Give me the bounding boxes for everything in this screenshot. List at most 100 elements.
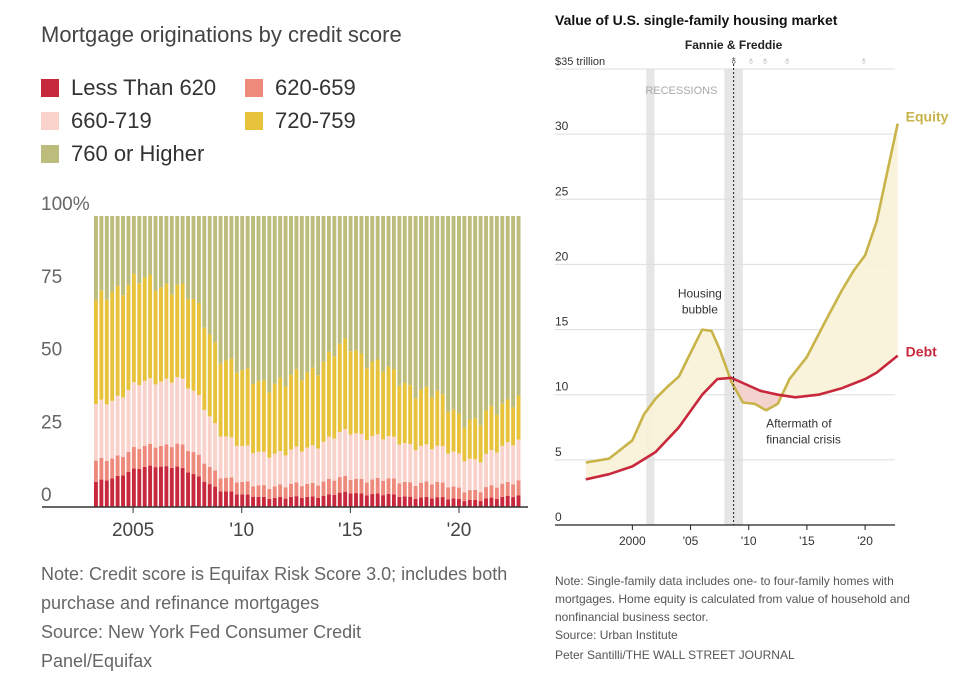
map-pin-icon: ♁ xyxy=(860,55,868,67)
fannie-freddie-label: Fannie & Freddie xyxy=(685,38,783,52)
bar-segment xyxy=(316,375,321,449)
bar-segment xyxy=(446,411,451,454)
bar-segment xyxy=(478,462,483,493)
bar-segment xyxy=(359,433,364,479)
bar-segment xyxy=(137,468,142,507)
bar-segment xyxy=(381,216,386,372)
legend-item-760-plus: 760 or Higher xyxy=(41,141,204,167)
bar-segment xyxy=(467,458,472,491)
bar-segment xyxy=(289,216,293,375)
left-notes: Note: Credit score is Equifax Risk Score… xyxy=(41,560,521,676)
bar-segment xyxy=(310,445,315,483)
bar-segment xyxy=(359,478,364,494)
bar-segment xyxy=(126,451,131,472)
bar-segment xyxy=(159,466,163,507)
bar-segment xyxy=(224,477,228,492)
bar-segment xyxy=(110,458,115,479)
y-tick-label: 10 xyxy=(555,380,569,394)
x-tick-label: '20 xyxy=(447,520,472,541)
bar-segment xyxy=(446,487,451,500)
bar-segment xyxy=(354,350,358,434)
bar-segment xyxy=(413,450,418,486)
bar-segment xyxy=(321,441,326,482)
y-tick-label: 0 xyxy=(555,510,562,524)
bar-segment xyxy=(440,446,445,483)
bar-segment xyxy=(337,492,342,507)
bar-segment xyxy=(478,501,483,507)
bar-segment xyxy=(354,433,358,479)
bar-segment xyxy=(110,216,115,293)
bar-segment xyxy=(299,486,304,499)
bar-segment xyxy=(272,453,277,487)
bar-segment xyxy=(375,216,380,360)
equity-line xyxy=(585,123,899,464)
bar-segment xyxy=(484,487,488,499)
bar-segment xyxy=(261,485,266,497)
bar-segment xyxy=(321,216,326,362)
legend-label: 720-759 xyxy=(275,108,356,133)
bar-segment xyxy=(240,481,245,495)
bar-segment xyxy=(115,475,120,507)
bar-segment xyxy=(131,447,136,469)
bar-segment xyxy=(294,482,299,497)
bar-segment xyxy=(137,385,142,449)
bar-segment xyxy=(326,351,331,437)
bar-segment xyxy=(435,445,440,482)
bar-segment xyxy=(381,439,386,481)
bar-segment xyxy=(148,216,153,275)
bar-segment xyxy=(191,474,196,507)
bar-segment xyxy=(413,485,418,499)
bar-segment xyxy=(364,216,369,369)
bar-segment xyxy=(137,216,142,284)
bar-segment xyxy=(115,285,120,396)
bar-segment xyxy=(332,438,337,481)
x-tick-label: 2000 xyxy=(619,534,646,548)
bar-segment xyxy=(180,283,185,379)
bar-segment xyxy=(245,481,250,495)
x-tick-label: '20 xyxy=(857,534,873,548)
bar-segment xyxy=(234,372,239,446)
bar-segment xyxy=(164,466,169,507)
y-tick-label: 15 xyxy=(555,315,569,329)
bar-segment xyxy=(364,495,369,507)
bar-segment xyxy=(484,498,488,507)
bar-segment xyxy=(153,467,158,507)
bar-segment xyxy=(419,216,423,390)
bar-segment xyxy=(337,216,342,344)
bar-segment xyxy=(224,436,228,478)
bar-segment xyxy=(397,216,402,386)
bar-segment xyxy=(261,216,266,381)
bar-segment xyxy=(505,216,510,400)
bar-segment xyxy=(267,216,272,393)
bar-segment xyxy=(142,216,147,278)
bar-segment xyxy=(500,496,505,507)
y-tick-label: 0 xyxy=(41,485,52,506)
bar-segment xyxy=(94,481,98,507)
bar-segment xyxy=(240,370,245,447)
right-line-chart: RECESSIONS 0 5 10 15 20 25 30 $35 trillion Equity… xyxy=(555,38,949,548)
housing-bubble-annotation: Housing xyxy=(678,287,722,301)
bar-segment xyxy=(94,300,98,404)
bar-segment xyxy=(391,436,396,479)
bar-segment xyxy=(408,443,413,483)
bar-segment xyxy=(115,395,120,456)
bar-segment xyxy=(256,485,261,497)
bar-segment xyxy=(104,299,109,405)
bar-segment xyxy=(207,334,212,417)
bar-segment xyxy=(408,216,413,386)
bar-segment xyxy=(326,478,331,495)
bar-segment xyxy=(494,216,499,415)
bar-segment xyxy=(202,481,207,507)
bar-segment xyxy=(516,439,521,481)
bar-segment xyxy=(229,216,234,359)
bar-segment xyxy=(207,416,212,467)
bar-segment xyxy=(348,351,353,435)
bar-segment xyxy=(180,216,185,284)
bar-segment xyxy=(283,498,288,507)
recession-band xyxy=(646,69,655,525)
bar-segment xyxy=(424,481,429,497)
bar-segment xyxy=(456,216,461,414)
bar-segment xyxy=(451,409,456,452)
bar-segment xyxy=(229,437,234,478)
bar-segment xyxy=(456,498,461,507)
